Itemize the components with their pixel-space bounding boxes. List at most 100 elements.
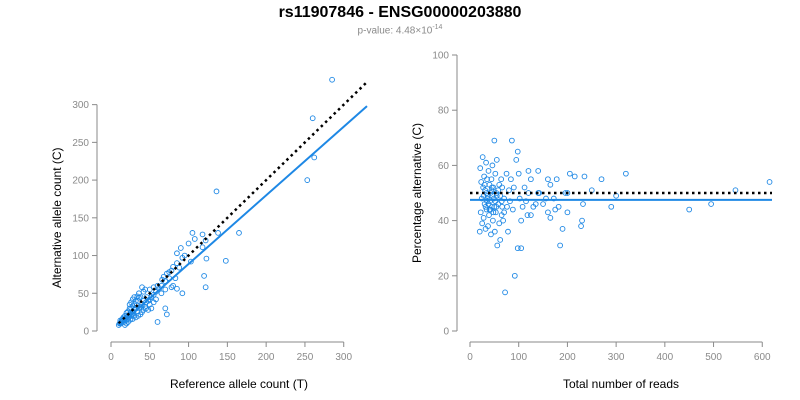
data-point — [490, 217, 496, 224]
data-point — [185, 240, 192, 247]
data-point — [496, 220, 503, 227]
data-point — [571, 173, 578, 180]
data-point — [579, 217, 585, 224]
data-point — [498, 176, 505, 183]
data-point — [123, 310, 130, 316]
data-point — [483, 159, 489, 166]
y-tick-label: 100 — [432, 51, 449, 62]
data-point — [500, 217, 506, 224]
data-point — [491, 228, 498, 235]
data-point — [199, 231, 206, 238]
data-point — [199, 244, 206, 251]
data-point — [496, 181, 503, 188]
data-point — [491, 137, 498, 144]
data-point — [485, 168, 492, 174]
data-point — [493, 157, 500, 163]
data-point — [581, 173, 588, 180]
data-point — [129, 296, 136, 303]
data-point — [479, 220, 486, 227]
data-point — [514, 148, 521, 155]
y-tick-label: 200 — [72, 176, 89, 187]
x-tick-label: 250 — [297, 352, 314, 363]
x-tick-label: 200 — [258, 352, 275, 363]
data-point — [498, 198, 505, 205]
data-point — [564, 190, 571, 196]
data-point — [507, 198, 513, 205]
data-point — [497, 237, 504, 243]
x-tick-label: 400 — [656, 352, 673, 363]
data-point — [523, 198, 529, 205]
data-point — [492, 170, 499, 177]
data-point — [545, 176, 551, 183]
data-point — [547, 214, 554, 221]
data-point — [484, 195, 491, 202]
data-point — [174, 285, 180, 292]
data-point — [189, 230, 196, 236]
data-point — [492, 198, 499, 205]
data-point — [578, 223, 584, 229]
data-point — [508, 176, 514, 183]
data-point — [525, 168, 532, 174]
p-value-exponent: -14 — [432, 24, 443, 31]
data-point — [478, 179, 485, 185]
data-point — [766, 179, 773, 185]
data-point — [499, 203, 505, 210]
data-point — [148, 305, 155, 312]
data-point — [158, 290, 165, 297]
data-point — [139, 309, 145, 315]
data-point — [135, 313, 142, 319]
data-point — [479, 154, 486, 160]
y-tick-label: 100 — [72, 251, 89, 262]
data-point — [132, 297, 139, 304]
data-point — [516, 195, 523, 202]
data-point — [170, 282, 176, 289]
x-tick-label: 200 — [559, 352, 576, 363]
y-tick-label: 250 — [72, 138, 89, 149]
data-point — [489, 192, 496, 199]
data-point — [202, 284, 209, 291]
data-point — [481, 173, 487, 180]
data-point — [501, 209, 507, 216]
data-point — [179, 290, 186, 297]
x-tick-label: 300 — [608, 352, 625, 363]
data-point — [476, 228, 483, 235]
data-point — [191, 236, 198, 242]
data-point — [480, 214, 487, 221]
data-point — [203, 255, 210, 262]
data-point — [145, 307, 152, 313]
data-point — [489, 162, 496, 169]
data-point — [513, 157, 520, 163]
data-point — [580, 201, 586, 207]
data-point — [493, 203, 500, 210]
data-point — [311, 154, 318, 161]
data-point — [530, 203, 537, 210]
data-point — [555, 203, 562, 210]
y-tick-label: 300 — [72, 100, 89, 111]
data-point — [547, 181, 554, 188]
data-point — [535, 168, 542, 174]
data-point — [162, 286, 169, 293]
data-point — [123, 320, 130, 327]
y-tick-label: 50 — [78, 289, 90, 300]
data-point — [492, 209, 499, 216]
p-value-subtitle: p-value: 4.48×10-14 — [0, 24, 800, 36]
data-point — [222, 257, 229, 264]
data-point — [215, 230, 221, 236]
data-point — [486, 212, 492, 218]
data-point — [511, 272, 518, 279]
x-tick-label: 0 — [108, 352, 114, 363]
data-point — [528, 212, 534, 218]
data-point — [518, 245, 524, 252]
data-point — [485, 201, 492, 207]
data-point — [502, 289, 508, 296]
data-point — [553, 176, 560, 183]
y-tick-label: 80 — [438, 106, 450, 117]
data-point — [129, 316, 136, 322]
data-point — [137, 294, 144, 300]
data-point — [179, 254, 186, 261]
allele-count-scatter: 0 50 100 150 200 250 300 0 50 100 150 200 250 300 Refe… — [50, 76, 368, 391]
data-point — [686, 206, 693, 213]
data-point — [131, 313, 138, 319]
data-point — [177, 245, 184, 251]
data-point — [168, 284, 175, 291]
